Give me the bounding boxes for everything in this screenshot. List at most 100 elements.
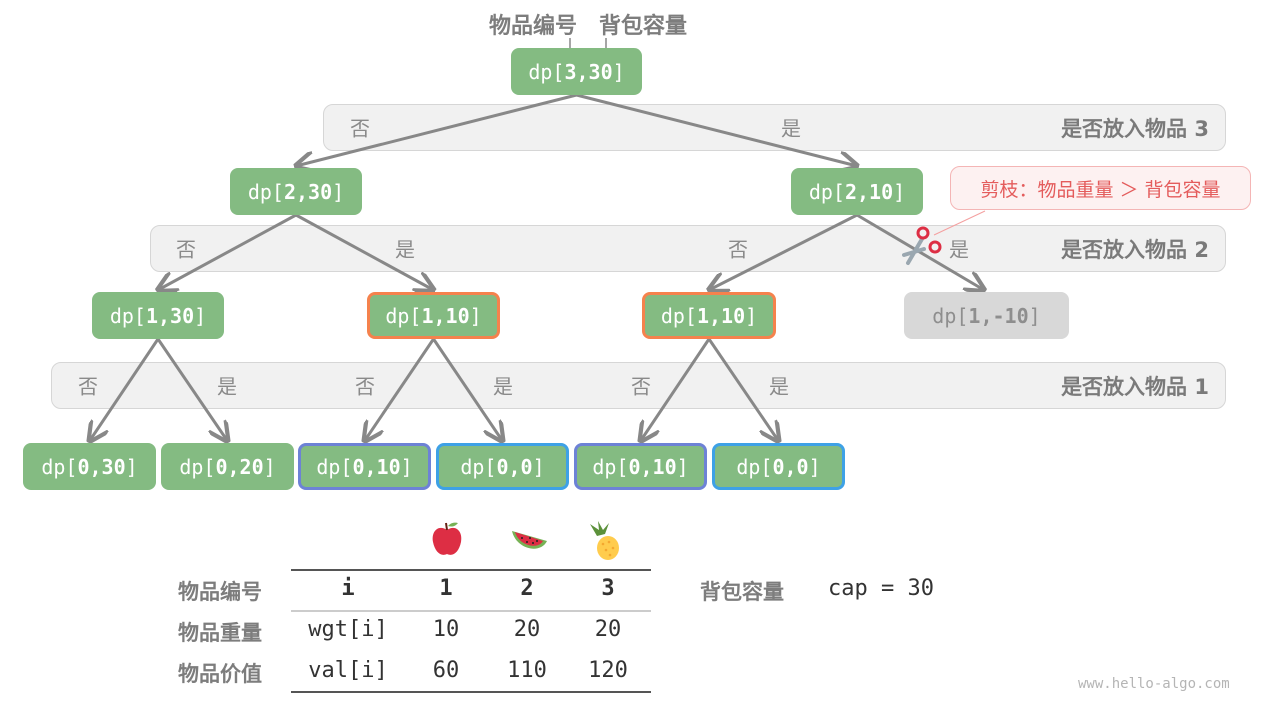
capacity-value: cap = 30: [828, 576, 934, 601]
tree-edge: [641, 338, 711, 441]
dp-node: dp[0,0]: [436, 443, 569, 490]
capacity-index-label: 背包容量: [598, 14, 688, 39]
branch-no: 否: [350, 116, 370, 141]
branch-yes: 是: [781, 116, 801, 141]
node-prefix: dp[: [109, 303, 146, 328]
dp-node: dp[3,30]: [511, 48, 642, 95]
node-suffix: ]: [263, 454, 276, 479]
node-args: 0,10: [628, 454, 677, 479]
table-header-rule: [291, 610, 651, 612]
node-prefix: dp[: [808, 179, 845, 204]
pruning-callout: 剪枝：物品重量 ＞ 背包容量: [950, 166, 1251, 210]
node-args: 0,0: [772, 454, 809, 479]
node-prefix: dp[: [41, 454, 78, 479]
node-prefix: dp[: [179, 454, 216, 479]
tree-edge: [158, 213, 297, 290]
item-index-label: 物品编号: [488, 14, 578, 39]
table-cell: 1: [439, 576, 453, 601]
branch-no: 否: [176, 237, 196, 262]
branch-yes: 是: [217, 374, 237, 399]
apple-icon: [432, 522, 462, 555]
band-item-1: 是否放入物品 1: [51, 362, 1226, 409]
node-suffix: ]: [469, 303, 482, 328]
capacity-label: 背包容量: [700, 580, 784, 604]
table-cell: 3: [601, 576, 615, 601]
tree-edge: [709, 213, 858, 290]
tree-edge: [90, 338, 160, 441]
dp-node: dp[0,20]: [161, 443, 294, 490]
tree-edge: [156, 338, 228, 441]
node-suffix: ]: [808, 454, 821, 479]
node-args: 0,20: [215, 454, 264, 479]
branch-no: 否: [631, 374, 651, 399]
table-top-rule: [291, 569, 651, 571]
band-item-3: 是否放入物品 3: [323, 104, 1226, 151]
table-cell: 2: [520, 576, 534, 601]
band-title: 是否放入物品 3: [1061, 116, 1209, 141]
branch-no: 否: [355, 374, 375, 399]
branch-yes: 是: [493, 374, 513, 399]
table-cell: i: [341, 576, 355, 601]
node-args: 0,10: [352, 454, 401, 479]
branch-no: 否: [78, 374, 98, 399]
watermark: www.hello-algo.com: [1078, 676, 1230, 692]
dp-node: dp[1,30]: [92, 292, 224, 339]
dp-node: dp[0,0]: [712, 443, 845, 490]
table-cell: 110: [507, 658, 547, 683]
dp-node: dp[0,30]: [23, 443, 156, 490]
node-args: 3,30: [564, 59, 613, 84]
band-title: 是否放入物品 1: [1061, 374, 1209, 399]
tree-edge: [432, 338, 503, 441]
branch-yes: 是: [949, 237, 969, 262]
node-suffix: ]: [532, 454, 545, 479]
branch-yes: 是: [769, 374, 789, 399]
row-label-weight: 物品重量: [178, 621, 262, 645]
branch-no: 否: [728, 237, 748, 262]
node-prefix: dp[: [528, 59, 565, 84]
node-args: 1,10: [421, 303, 470, 328]
tree-edge: [707, 338, 779, 441]
dp-node: dp[1,-10]: [904, 292, 1069, 339]
node-args: 1,-10: [968, 303, 1029, 328]
node-prefix: dp[: [736, 454, 773, 479]
dp-node: dp[1,10]: [642, 292, 776, 339]
table-cell: 10: [432, 617, 460, 642]
band-title: 是否放入物品 2: [1061, 237, 1209, 262]
table-cell: wgt[i]: [308, 617, 388, 642]
node-suffix: ]: [400, 454, 413, 479]
node-prefix: dp[: [316, 454, 353, 479]
node-suffix: ]: [1028, 303, 1041, 328]
node-suffix: ]: [612, 59, 625, 84]
watermelon-icon: [512, 531, 547, 549]
node-args: 2,10: [844, 179, 894, 204]
table-cell: 120: [588, 658, 628, 683]
table-cell: 60: [432, 658, 460, 683]
scissors-icon: [902, 226, 942, 265]
node-suffix: ]: [676, 454, 689, 479]
table-cell: 20: [594, 617, 622, 642]
node-prefix: dp[: [932, 303, 969, 328]
pruning-text: 剪枝：物品重量 ＞ 背包容量: [980, 178, 1221, 201]
node-args: 1,10: [696, 303, 746, 328]
node-suffix: ]: [194, 303, 207, 328]
node-prefix: dp[: [385, 303, 422, 328]
node-args: 0,30: [77, 454, 126, 479]
node-suffix: ]: [893, 179, 906, 204]
band-item-2: 是否放入物品 2: [150, 225, 1226, 272]
dp-node: dp[1,10]: [367, 292, 500, 339]
table-cell: 20: [513, 617, 541, 642]
tree-edge: [576, 93, 858, 166]
dp-node: dp[2,10]: [791, 168, 923, 215]
dp-node: dp[2,30]: [230, 168, 362, 215]
node-args: 2,30: [283, 179, 333, 204]
node-suffix: ]: [332, 179, 345, 204]
node-prefix: dp[: [460, 454, 497, 479]
table-cell: val[i]: [308, 658, 388, 683]
branch-yes: 是: [395, 237, 415, 262]
dp-node: dp[0,10]: [298, 443, 431, 490]
node-suffix: ]: [125, 454, 138, 479]
tree-edge: [295, 213, 434, 290]
node-args: 0,0: [496, 454, 533, 479]
tree-edge: [365, 338, 435, 441]
